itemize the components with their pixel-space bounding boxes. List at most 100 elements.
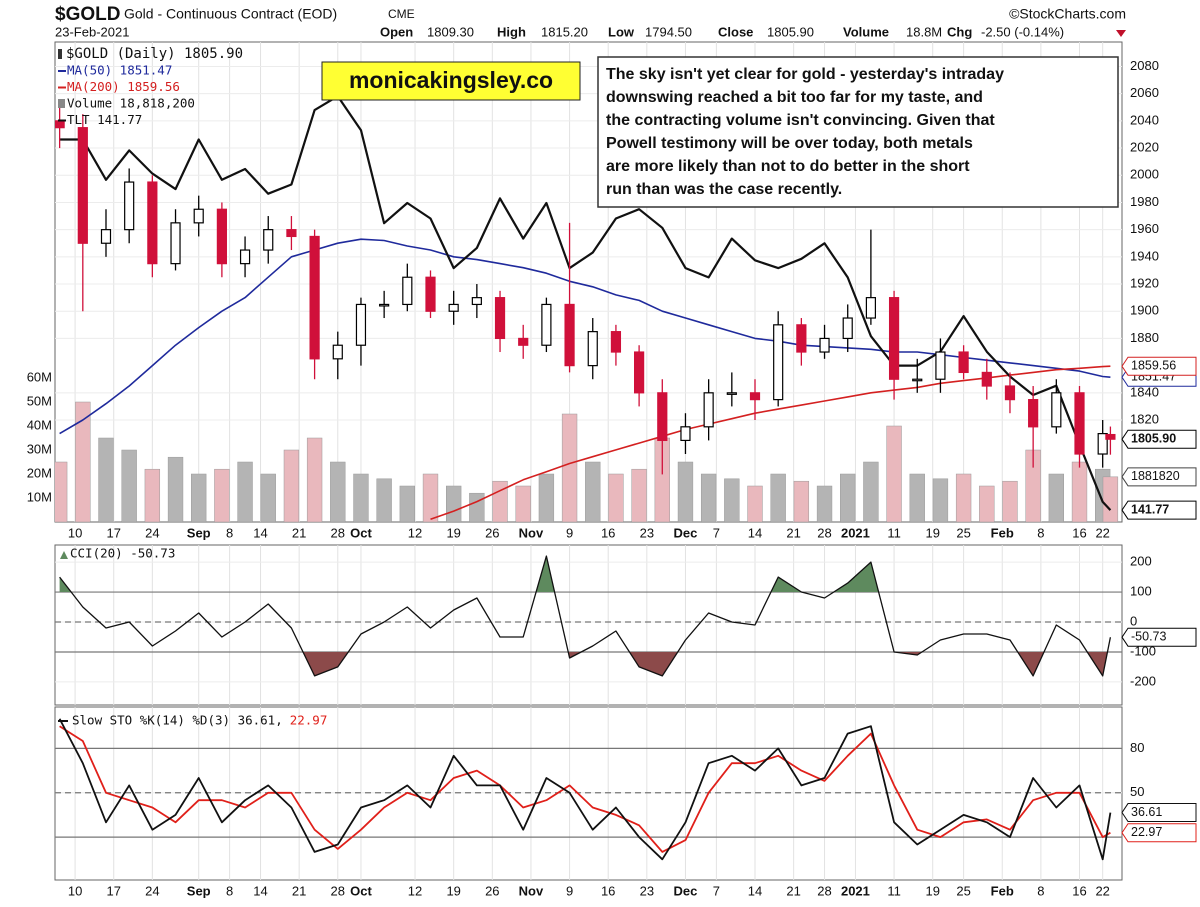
candle-body <box>77 127 88 244</box>
candle-body <box>425 276 436 312</box>
volume-tick-label: 10M <box>27 489 52 504</box>
value-tag-label: -50.73 <box>1131 630 1166 644</box>
y-tick-label: 2080 <box>1130 58 1159 73</box>
x-tick-label: 26 <box>485 525 499 540</box>
y-tick-label: 1980 <box>1130 194 1159 209</box>
volume-bar <box>144 468 161 522</box>
symbol: $GOLD <box>55 4 120 25</box>
x-tick-label: 8 <box>1037 525 1044 540</box>
legend-entry: TLT 141.77 <box>67 112 142 127</box>
volume-bar <box>770 473 786 522</box>
legend-title: $GOLD (Daily) 1805.90 <box>66 46 243 62</box>
y-tick-label: 2020 <box>1130 139 1159 154</box>
candle-body <box>610 331 622 353</box>
legend-entry: Volume 18,818,200 <box>67 96 195 111</box>
exchange: CME <box>388 7 415 21</box>
x-tick-label: 9 <box>566 883 573 898</box>
candle-body <box>1105 433 1116 440</box>
date: 23-Feb-2021 <box>55 24 129 39</box>
x-tick-label: 11 <box>887 525 901 540</box>
volume-bar <box>353 473 369 522</box>
candle-body <box>263 229 274 251</box>
annotation-line: downswing reached a bit too far for my t… <box>606 89 983 106</box>
y-tick-label: 1840 <box>1130 384 1159 399</box>
watermark: monicakingsley.co <box>349 67 553 93</box>
y-tick-label: 200 <box>1130 554 1152 569</box>
annotation-line: run than was the case recently. <box>606 181 842 198</box>
x-tick-label: Oct <box>350 525 372 540</box>
x-tick-label: 11 <box>887 883 901 898</box>
down-arrow <box>1116 30 1126 37</box>
volume-bar <box>608 473 624 522</box>
x-tick-label: 14 <box>748 525 762 540</box>
value-tag-label: 22.97 <box>1131 825 1162 839</box>
chg-label: Chg <box>947 24 972 39</box>
watermark-box <box>321 61 581 101</box>
cci-line <box>59 555 1112 677</box>
x-tick-label: 28 <box>817 525 831 540</box>
candle-body <box>471 297 482 306</box>
annotation-line: the contracting volume isn't convincing.… <box>606 112 995 129</box>
volume-tick-label: 50M <box>27 393 52 408</box>
y-tick-label: 1820 <box>1130 411 1159 426</box>
panel-frame <box>54 706 1123 881</box>
x-tick-label: 7 <box>713 883 720 898</box>
annotation-line: Powell testimony will be over today, bot… <box>606 135 973 152</box>
stochastic-line <box>58 718 1112 861</box>
cci-fill <box>59 651 1111 676</box>
y-tick-label: 0 <box>1130 613 1137 628</box>
instrument-name: Gold - Continuous Contract (EOD) <box>124 6 337 22</box>
candle-body <box>773 324 784 401</box>
volume-bar <box>469 492 485 522</box>
candle-body <box>958 351 969 374</box>
volume-bar <box>191 473 207 522</box>
candle-body <box>494 297 506 340</box>
x-tick-label: 24 <box>145 525 159 540</box>
x-tick-label: 17 <box>106 525 120 540</box>
candle-body <box>935 351 946 380</box>
panel-frame <box>54 544 1123 706</box>
volume-bar <box>863 461 879 522</box>
close-value: 1805.90 <box>767 24 814 39</box>
x-tick-label: 21 <box>292 525 306 540</box>
stochastic-line <box>59 725 1111 853</box>
volume-bar <box>955 473 972 522</box>
candle-body <box>680 426 691 442</box>
value-tag-label: 1859.56 <box>1131 359 1176 373</box>
y-tick-label: 2000 <box>1130 167 1159 182</box>
volume-label: Volume <box>843 24 889 39</box>
volume-bar <box>724 478 740 522</box>
low-label: Low <box>608 24 635 39</box>
high-value: 1815.20 <box>541 24 588 39</box>
volume-bar <box>816 485 833 522</box>
x-tick-label: Dec <box>674 883 698 898</box>
candle-body <box>170 222 181 265</box>
candle-body <box>703 392 714 428</box>
volume-bar <box>1071 461 1088 522</box>
legend-value: 22.97 <box>290 713 328 728</box>
x-tick-label: 24 <box>145 883 159 898</box>
volume-bar <box>167 456 184 522</box>
candle-body <box>402 276 413 306</box>
y-tick-label: 1960 <box>1130 221 1159 236</box>
candle-body <box>842 317 853 340</box>
x-tick-label: Dec <box>674 525 698 540</box>
candle-body <box>518 337 529 346</box>
x-tick-label: 19 <box>446 883 460 898</box>
value-tag <box>1121 356 1197 376</box>
x-tick-label: 19 <box>446 525 460 540</box>
x-tick-label: 12 <box>408 525 422 540</box>
moving-average <box>59 238 1111 435</box>
x-tick-label: 21 <box>786 883 800 898</box>
candle-body <box>749 392 761 401</box>
volume-bar <box>446 485 462 522</box>
candle-body <box>634 351 645 394</box>
volume-bar <box>909 473 925 522</box>
x-tick-label: 16 <box>1072 883 1086 898</box>
x-tick-label: 28 <box>817 883 831 898</box>
x-tick-label: 14 <box>748 883 762 898</box>
candle-body <box>309 235 320 360</box>
source: ©StockCharts.com <box>1009 6 1126 22</box>
candle-body <box>1004 385 1016 401</box>
value-tag-label: 36.61 <box>1131 805 1162 819</box>
